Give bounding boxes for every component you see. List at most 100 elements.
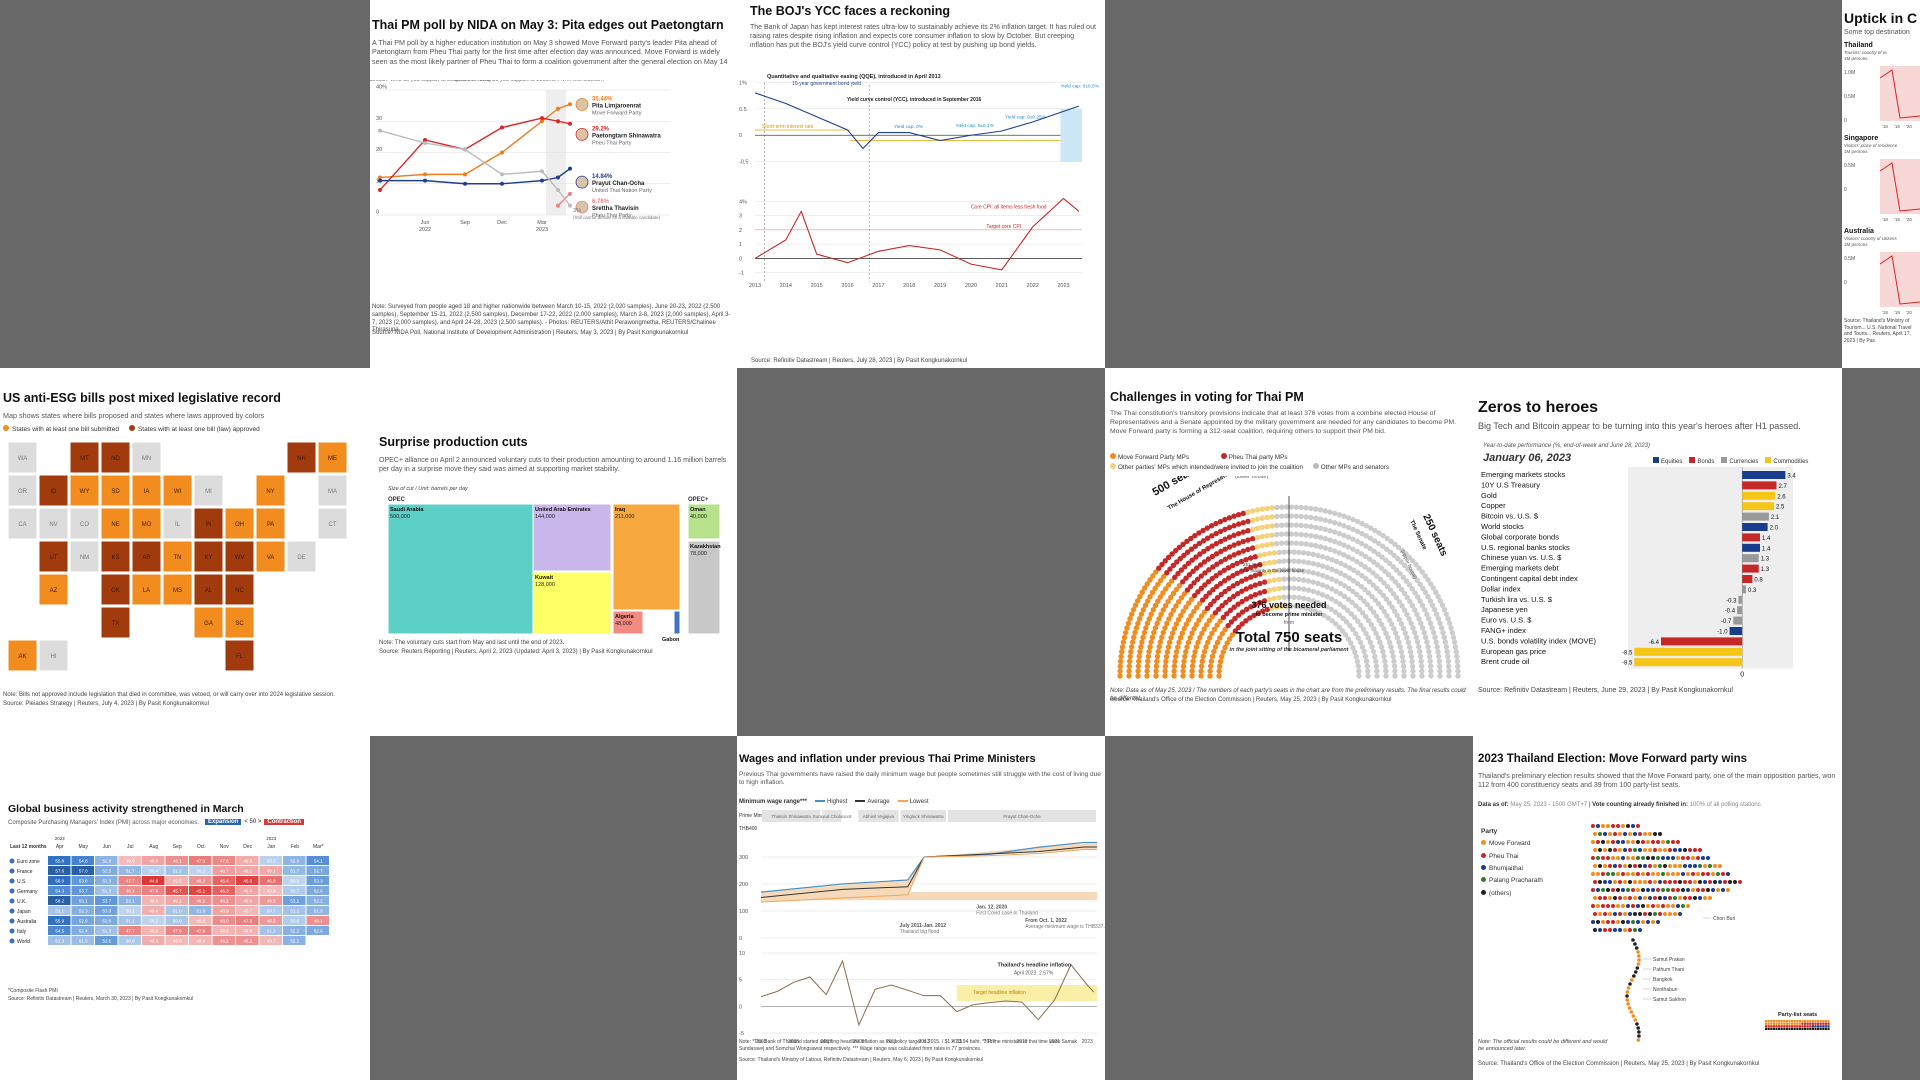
seat-dot — [1425, 577, 1431, 583]
value-label: -8.5 — [1622, 650, 1633, 656]
constituency-dot — [1633, 970, 1638, 974]
chart-title: Global business activity strengthened in… — [8, 803, 244, 815]
state-mo — [131, 507, 162, 540]
seat-dot — [1162, 663, 1169, 669]
seat-dot — [1162, 668, 1168, 674]
seat-dot — [1455, 673, 1461, 679]
seat-dot — [1152, 625, 1159, 631]
data-status: Data as of: May 25, 2023 - 1500 GMT+7 | … — [1478, 802, 1761, 808]
seat-dot — [1140, 607, 1147, 613]
constituency-dot — [1638, 880, 1642, 884]
constituency-dot — [1653, 864, 1657, 868]
inflation-line — [760, 959, 1095, 1027]
heat-cell — [306, 876, 329, 885]
seat-dot — [1180, 608, 1186, 614]
heat-cell — [165, 926, 188, 935]
seat-dot — [1172, 658, 1178, 665]
seat-dot — [1132, 629, 1138, 636]
seat-dot — [1217, 658, 1224, 665]
state-ny — [255, 474, 286, 507]
seat-dot — [1317, 507, 1324, 513]
value-label: 1.4 — [1762, 546, 1771, 552]
seat-dot — [1388, 538, 1394, 545]
party-list-seat — [1817, 1020, 1820, 1023]
data-point — [378, 178, 382, 183]
seat-dot — [1276, 576, 1282, 583]
constituency-dot — [1611, 856, 1615, 860]
seat-dot — [1214, 561, 1220, 567]
flag-icon — [9, 858, 15, 864]
seat-dot — [1312, 506, 1319, 512]
constituency-dot — [1618, 848, 1622, 852]
state-label: WY — [80, 489, 90, 495]
seat-dot — [1231, 542, 1237, 548]
flag-icon — [9, 898, 15, 904]
seat-dot — [1261, 588, 1268, 595]
seat-dot — [1375, 601, 1382, 607]
constituency-dot — [1636, 950, 1640, 954]
heat-cell — [165, 916, 188, 925]
seat-dot — [1381, 608, 1387, 615]
candidate-party: Pheu Thai Party — [592, 140, 632, 146]
seat-dot — [1252, 572, 1259, 579]
seat-dot — [1360, 626, 1367, 632]
seat-dot — [1133, 625, 1140, 631]
seat-dot — [1196, 540, 1203, 547]
legend-item: Average — [855, 799, 890, 805]
seat-dot — [1410, 625, 1416, 631]
state-label: SD — [111, 489, 120, 495]
cell-value: 50.7 — [267, 909, 276, 914]
seat-dot — [1333, 621, 1339, 627]
party-list-seat — [1767, 1027, 1770, 1030]
seat-dot — [1305, 550, 1312, 557]
constituency-dot — [1646, 872, 1650, 876]
constituency-dot — [1658, 912, 1662, 916]
seat-dot — [1162, 625, 1168, 631]
constituency-dot — [1613, 864, 1617, 868]
party-list-seat — [1824, 1025, 1827, 1028]
x-tick-label: '19 — [1894, 310, 1900, 315]
date-label: January 06, 2023 — [1483, 452, 1572, 464]
state-label: IN — [206, 522, 212, 528]
candidate-pct: 14.84% — [592, 174, 613, 180]
constituency-dot — [1596, 888, 1600, 892]
seat-dot — [1398, 586, 1405, 593]
seat-dot — [1332, 609, 1339, 615]
cell-value: 50.4 — [149, 869, 158, 874]
seat-dot — [1342, 572, 1348, 579]
category-label: Japanese yen — [1481, 605, 1528, 614]
party-list-seat — [1806, 1022, 1809, 1025]
seat-dot — [1392, 668, 1398, 674]
seat-dot — [1341, 513, 1347, 519]
cell-value: 51.2 — [267, 929, 276, 934]
seat-dot — [1181, 552, 1187, 559]
constituency-dot — [1596, 920, 1600, 924]
seat-dot — [1243, 606, 1250, 612]
constituency-dot — [1611, 872, 1615, 876]
yield-cap-label: Yield cap: 0±0.5% — [1060, 84, 1099, 90]
seat-dot — [1213, 530, 1219, 537]
seat-dot — [1231, 532, 1237, 539]
seat-dot — [1454, 658, 1461, 665]
seat-dot — [1229, 632, 1236, 638]
cell-value: 52.3 — [102, 879, 111, 884]
party-list-seat — [1788, 1025, 1791, 1028]
seat-dot — [1243, 596, 1250, 602]
seat-dot — [1195, 589, 1201, 595]
x-tick-label: '19 — [1894, 217, 1900, 222]
seat-dot — [1381, 653, 1387, 660]
yield-cap-band — [1060, 108, 1082, 162]
party-list-seat — [1783, 1027, 1786, 1030]
constituency-dot — [1678, 912, 1682, 916]
seat-dot — [1203, 644, 1209, 650]
annotation: First Covid case in Thailand — [976, 910, 1038, 916]
seat-dot — [1365, 635, 1371, 641]
state-wi — [162, 474, 193, 507]
cell-value: 52.0 — [290, 859, 299, 864]
seat-dot — [1198, 673, 1204, 679]
constituency-dot — [1641, 920, 1645, 924]
seat-dot — [1261, 598, 1268, 604]
seat-dot — [1291, 549, 1297, 555]
seat-dot — [1181, 658, 1187, 665]
seat-dot — [1349, 556, 1356, 562]
